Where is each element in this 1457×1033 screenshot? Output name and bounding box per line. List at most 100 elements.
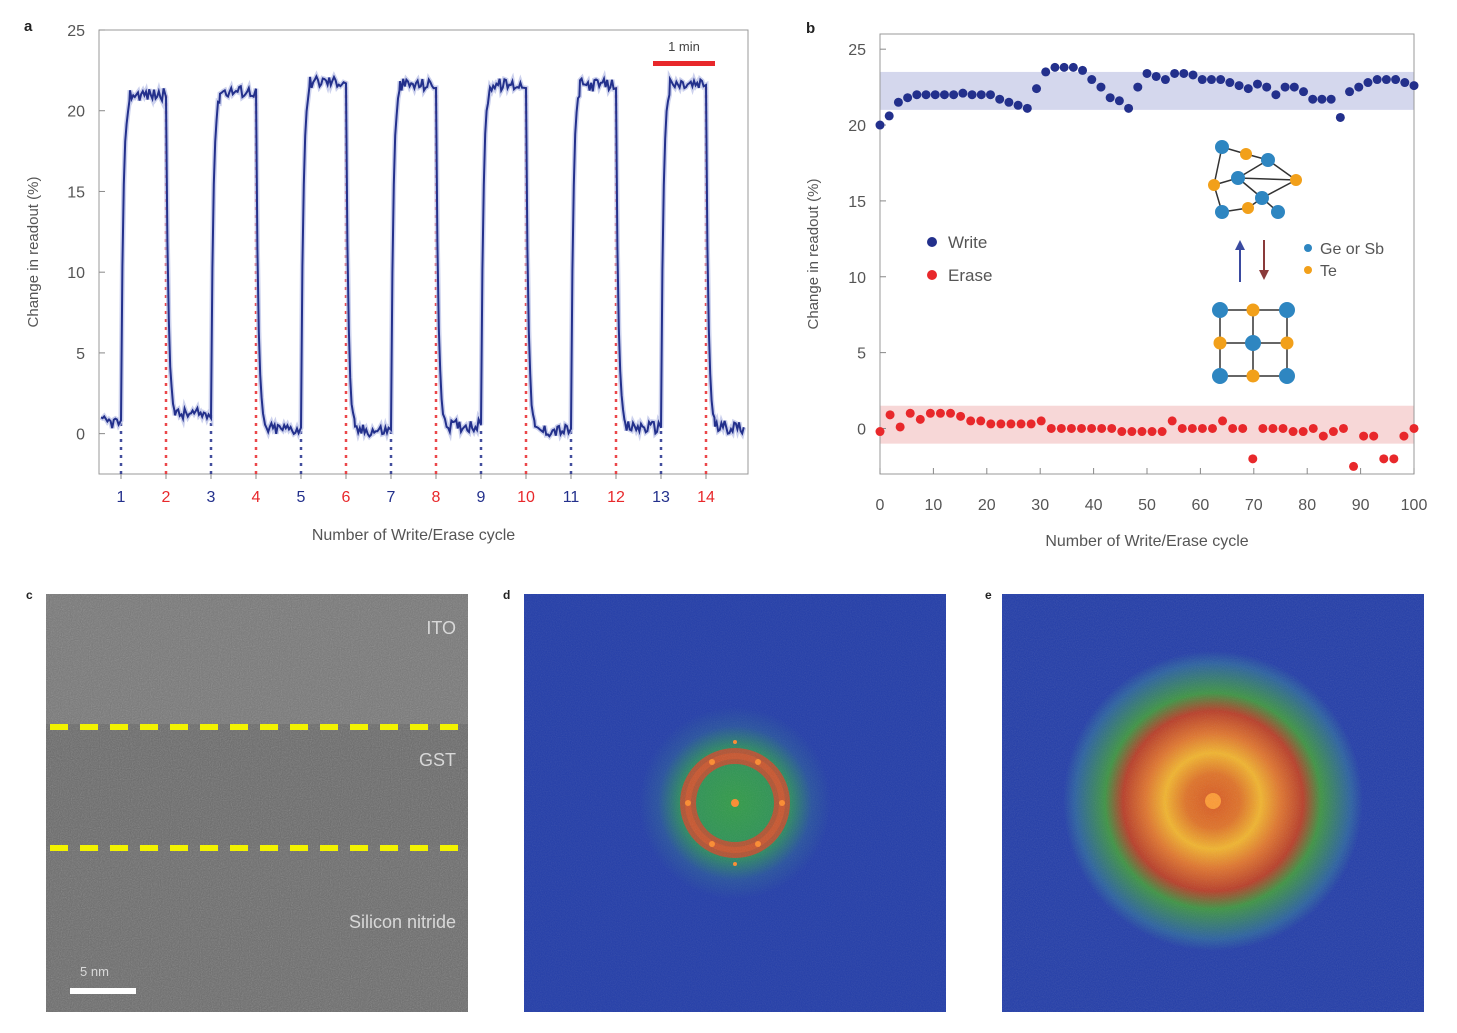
write-point	[1078, 65, 1088, 75]
fft-crystalline-image	[524, 594, 946, 1012]
write-point	[1409, 81, 1419, 91]
erase-point	[956, 411, 966, 421]
write-point	[1271, 90, 1281, 100]
panel-label-a: a	[24, 18, 33, 35]
erase-point	[1147, 427, 1157, 437]
erase-point	[966, 416, 976, 426]
fft-crystalline-graphic	[524, 594, 946, 1012]
atom-te	[1246, 369, 1260, 383]
scale-bar	[70, 988, 136, 994]
x-tick-label-b: 0	[876, 497, 885, 514]
write-point	[1179, 68, 1189, 78]
write-point	[1372, 75, 1382, 85]
atom-ge-sb	[1215, 205, 1229, 219]
x-tick-label-b: 100	[1401, 497, 1428, 514]
write-point	[1345, 87, 1355, 97]
write-point	[1326, 94, 1336, 104]
write-point	[1087, 75, 1097, 85]
write-point	[1032, 84, 1042, 94]
erase-point	[1248, 454, 1258, 464]
legend-marker-write	[927, 237, 937, 247]
erase-point	[1258, 423, 1268, 433]
write-point	[939, 90, 949, 100]
inset-legend-label-te: Te	[1320, 263, 1337, 280]
write-point	[1096, 82, 1106, 92]
scale-bar-label: 5 nm	[80, 964, 109, 979]
erase-point	[885, 410, 895, 420]
erase-point	[1066, 423, 1076, 433]
erase-point	[1349, 461, 1359, 471]
erase-point	[1379, 454, 1389, 464]
write-point	[1381, 75, 1391, 85]
erase-point	[1228, 423, 1238, 433]
bond	[1237, 177, 1297, 181]
write-point	[1114, 96, 1124, 106]
erase-point	[1177, 423, 1187, 433]
atom-te	[1208, 179, 1220, 191]
atom-te	[1240, 148, 1252, 160]
legend-label-write: Write	[948, 233, 987, 252]
erase-point	[1409, 423, 1419, 433]
legend-label-erase: Erase	[948, 266, 992, 285]
erase-point	[1399, 431, 1409, 441]
inset-legend-label-ge-sb: Ge or Sb	[1320, 241, 1384, 258]
tem-image: ITO GST Silicon nitride 5 nm	[46, 594, 468, 1012]
erase-point	[946, 408, 956, 418]
cycle-label: 4	[252, 489, 261, 506]
cycle-label: 11	[563, 489, 580, 506]
tem-image-graphic	[46, 594, 468, 1012]
layer-label-silicon-nitride: Silicon nitride	[348, 912, 456, 932]
cycle-label: 9	[477, 489, 486, 506]
layer-label-gst: GST	[418, 750, 456, 770]
write-point	[1363, 78, 1373, 88]
y-tick-label-a: 20	[67, 104, 85, 121]
erase-point	[1238, 423, 1248, 433]
write-point	[1262, 82, 1272, 92]
write-point	[1335, 112, 1345, 122]
atom-te	[1280, 336, 1294, 350]
x-tick-label-b: 40	[1085, 497, 1103, 514]
fft-amorphous-image	[1002, 594, 1424, 1012]
erase-point	[1298, 427, 1308, 437]
write-point	[893, 97, 903, 107]
erase-point	[925, 408, 935, 418]
y-tick-label-b: 20	[848, 118, 866, 135]
erase-point	[1359, 431, 1369, 441]
time-scale-bar	[653, 61, 715, 66]
erase-arrow-head	[1259, 270, 1269, 280]
write-point	[1252, 79, 1262, 89]
write-point	[1216, 75, 1226, 85]
write-point	[1206, 75, 1216, 85]
write-point	[1059, 62, 1069, 72]
write-point	[921, 90, 931, 100]
write-point	[1013, 100, 1023, 110]
x-axis-label-b: Number of Write/Erase cycle	[1045, 533, 1248, 550]
erase-point	[1127, 427, 1137, 437]
atom-te	[1290, 174, 1302, 186]
erase-point	[1308, 423, 1318, 433]
cycle-label: 10	[517, 489, 535, 506]
write-point	[1308, 94, 1318, 104]
write-point	[1289, 82, 1299, 92]
panel-label-b: b	[806, 20, 816, 37]
y-tick-label-a: 10	[67, 265, 85, 282]
x-tick-label-b: 70	[1245, 497, 1263, 514]
erase-point	[1026, 419, 1036, 429]
write-point	[903, 93, 913, 103]
y-tick-label-a: 0	[76, 427, 85, 444]
cycle-label: 1	[117, 489, 126, 506]
write-point	[1050, 62, 1060, 72]
y-tick-label-b: 0	[857, 421, 866, 438]
x-axis-label-a: Number of Write/Erase cycle	[312, 527, 515, 544]
write-point	[967, 90, 977, 100]
erase-point	[915, 414, 925, 424]
erase-point	[1056, 423, 1066, 433]
erase-point	[1137, 427, 1147, 437]
cycle-label: 2	[162, 489, 171, 506]
erase-point	[1187, 423, 1197, 433]
write-point	[1299, 87, 1309, 97]
write-point	[1188, 70, 1198, 80]
erase-point	[1117, 427, 1127, 437]
erase-point	[1036, 416, 1046, 426]
